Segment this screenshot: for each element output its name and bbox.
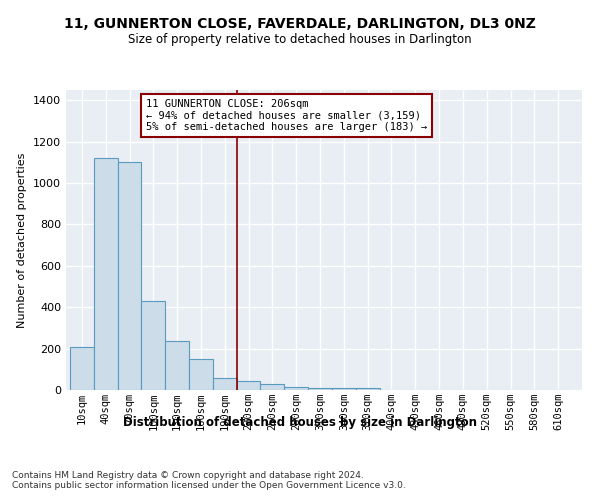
Bar xyxy=(332,388,356,390)
Bar xyxy=(118,162,142,390)
Text: Contains HM Land Registry data © Crown copyright and database right 2024.: Contains HM Land Registry data © Crown c… xyxy=(12,470,364,480)
Bar xyxy=(70,346,94,390)
Bar xyxy=(308,388,332,390)
Bar xyxy=(236,380,260,390)
Text: 11 GUNNERTON CLOSE: 206sqm
← 94% of detached houses are smaller (3,159)
5% of se: 11 GUNNERTON CLOSE: 206sqm ← 94% of deta… xyxy=(146,99,427,132)
Text: Distribution of detached houses by size in Darlington: Distribution of detached houses by size … xyxy=(123,416,477,429)
Text: Size of property relative to detached houses in Darlington: Size of property relative to detached ho… xyxy=(128,32,472,46)
Bar xyxy=(189,359,213,390)
Bar xyxy=(260,384,284,390)
Bar xyxy=(213,378,236,390)
Bar xyxy=(165,342,189,390)
Text: 11, GUNNERTON CLOSE, FAVERDALE, DARLINGTON, DL3 0NZ: 11, GUNNERTON CLOSE, FAVERDALE, DARLINGT… xyxy=(64,18,536,32)
Y-axis label: Number of detached properties: Number of detached properties xyxy=(17,152,28,328)
Bar xyxy=(284,387,308,390)
Bar xyxy=(356,388,380,390)
Bar xyxy=(94,158,118,390)
Text: Contains public sector information licensed under the Open Government Licence v3: Contains public sector information licen… xyxy=(12,480,406,490)
Bar xyxy=(142,301,165,390)
